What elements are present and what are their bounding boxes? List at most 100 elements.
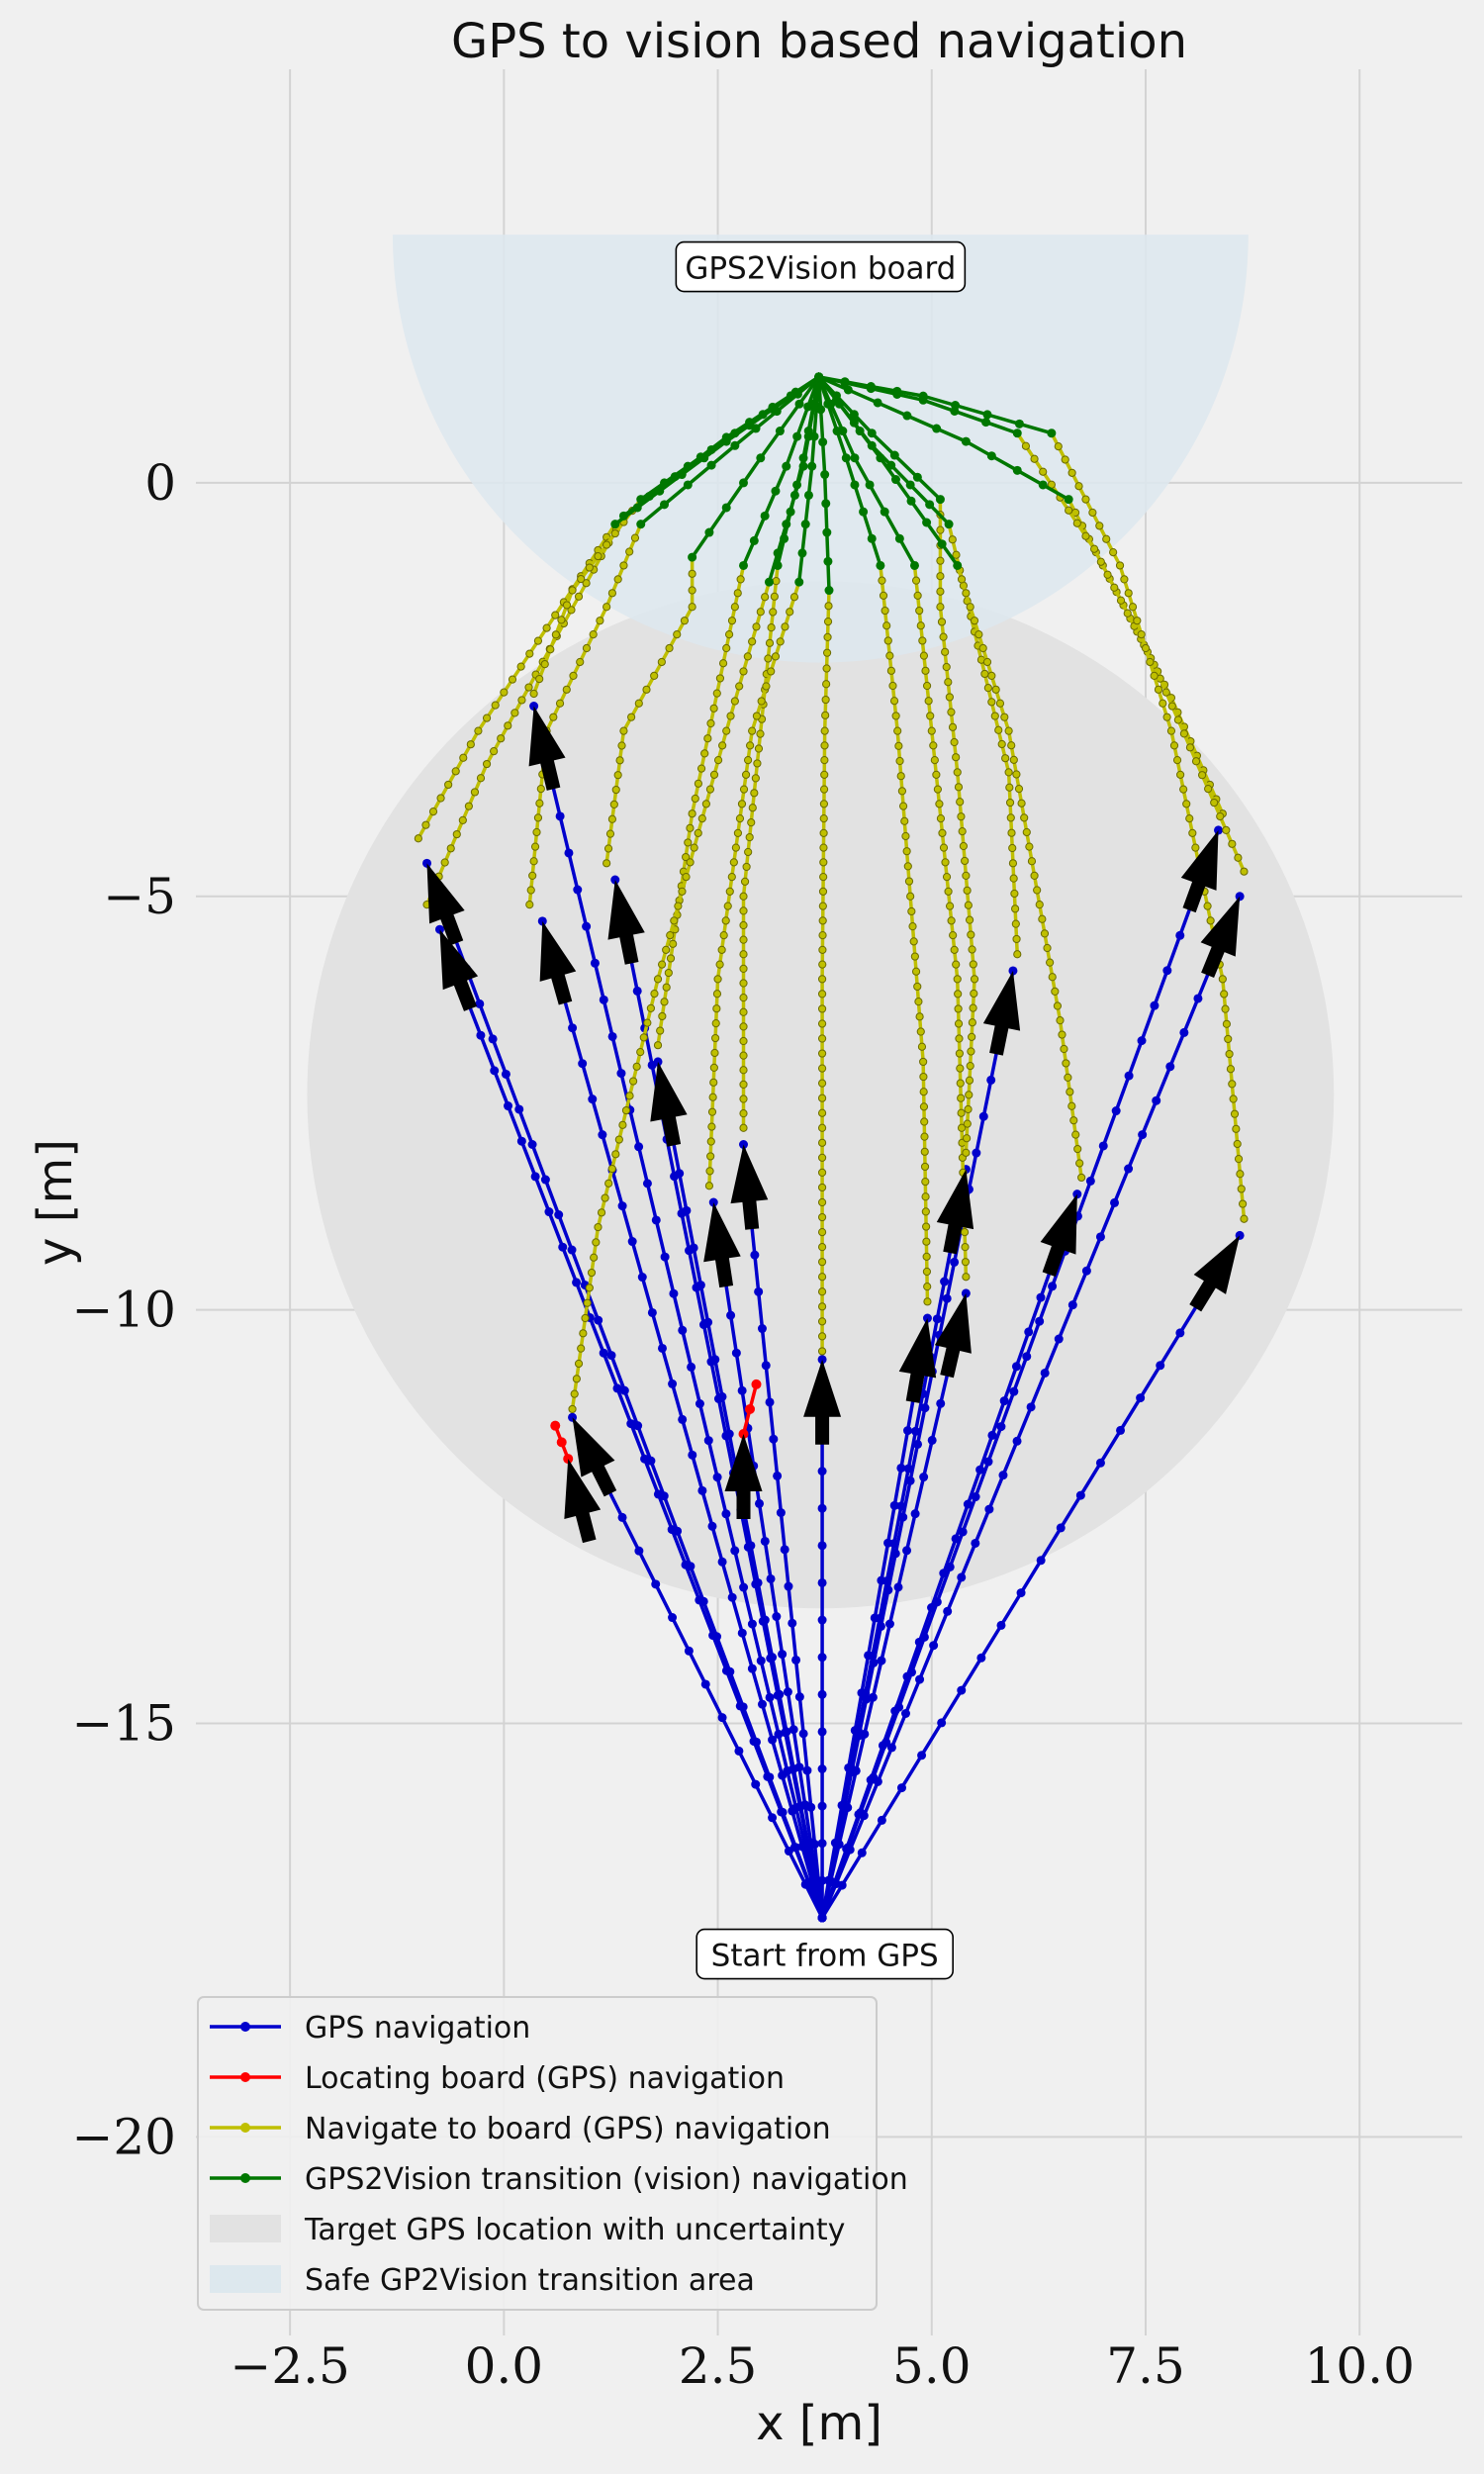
- vision-point: [909, 560, 919, 570]
- navigate-point: [821, 711, 830, 719]
- navigate-point: [743, 756, 753, 765]
- vision-point: [758, 410, 768, 420]
- navigate-point: [954, 1004, 963, 1013]
- navigate-point: [474, 726, 483, 735]
- vision-point: [859, 507, 869, 517]
- legend-swatch: [210, 2215, 281, 2242]
- navigate-point: [767, 623, 776, 632]
- navigate-point: [1006, 813, 1015, 822]
- navigate-point: [817, 1347, 827, 1356]
- gps-point: [632, 986, 642, 996]
- gps-point: [972, 1148, 981, 1158]
- navigate-point: [966, 1061, 974, 1071]
- annotation-box: [675, 240, 967, 293]
- navigate-point: [883, 636, 892, 645]
- x-tick-label: 10.0: [1305, 2337, 1415, 2395]
- navigate-point: [525, 649, 534, 658]
- navigate-point: [923, 1297, 932, 1306]
- navigate-point: [920, 1147, 929, 1156]
- gps-point: [1165, 1062, 1175, 1072]
- navigate-point: [817, 1138, 827, 1147]
- navigate-point: [739, 994, 748, 1002]
- navigate-point: [891, 712, 900, 720]
- gps-point: [778, 1650, 788, 1660]
- navigate-point: [1073, 1144, 1082, 1154]
- navigate-point: [1230, 1109, 1240, 1118]
- navigate-point: [1179, 785, 1188, 794]
- vision-point: [773, 560, 783, 570]
- vision-point: [944, 520, 954, 529]
- navigate-point: [818, 930, 827, 940]
- navigate-point: [954, 1019, 964, 1028]
- navigate-point: [670, 916, 679, 925]
- navigate-point: [888, 681, 897, 691]
- navigate-point: [898, 802, 908, 810]
- navigate-point: [933, 785, 942, 794]
- gps-path: [531, 706, 824, 1919]
- gps-point: [678, 1325, 688, 1335]
- gps-point: [757, 1699, 767, 1709]
- navigate-point: [926, 712, 935, 720]
- navigate-point: [879, 591, 888, 600]
- gps-point: [1040, 1368, 1050, 1378]
- gps-point: [594, 1315, 603, 1325]
- navigate-point: [517, 696, 526, 705]
- navigate-point: [957, 1094, 966, 1102]
- navigate-point: [1077, 1173, 1086, 1183]
- gps-point: [800, 1800, 810, 1810]
- navigate-point: [817, 1317, 827, 1326]
- navigate-point: [994, 725, 1003, 734]
- navigate-point: [817, 1153, 827, 1162]
- navigate-point: [937, 618, 947, 626]
- navigate-point: [572, 1375, 581, 1383]
- heading-arrow: [539, 920, 577, 1005]
- navigate-point: [963, 886, 972, 895]
- navigate-point: [1221, 1004, 1230, 1013]
- gps-point: [794, 1762, 804, 1772]
- vision-point: [683, 461, 693, 471]
- heading-arrow: [439, 929, 479, 1011]
- navigate-point: [751, 774, 760, 783]
- gps-point: [1179, 1027, 1189, 1037]
- navigate-point: [908, 922, 917, 931]
- gps-point: [633, 1421, 643, 1431]
- y-tick-label: 0: [144, 454, 176, 512]
- navigate-point: [643, 1018, 652, 1027]
- navigate-point: [1197, 771, 1207, 780]
- vision-point: [786, 507, 795, 517]
- navigate-point: [1004, 768, 1013, 777]
- navigate-point: [706, 1152, 715, 1161]
- vision-point: [636, 495, 646, 505]
- gps-point: [873, 1776, 882, 1786]
- navigate-point: [568, 1404, 577, 1414]
- navigate-point: [611, 1150, 620, 1159]
- gps-point: [747, 1664, 757, 1673]
- navigate-point: [533, 636, 543, 645]
- gps-point: [788, 1806, 797, 1816]
- navigate-point: [906, 892, 915, 901]
- navigate-point: [596, 617, 604, 625]
- gps-point: [634, 1546, 644, 1556]
- navigate-point: [524, 683, 533, 692]
- navigate-point: [1185, 743, 1195, 752]
- gps-point: [1095, 1232, 1105, 1242]
- navigate-point: [922, 1222, 931, 1231]
- gps-point: [737, 1628, 747, 1638]
- vision-point: [797, 548, 807, 558]
- gps-point: [731, 1348, 741, 1358]
- navigate-point: [818, 945, 827, 954]
- vision-point: [838, 427, 848, 436]
- navigate-point: [956, 1079, 965, 1088]
- legend-marker: [240, 2123, 250, 2133]
- navigate-point: [1173, 715, 1182, 724]
- vision-point: [792, 389, 802, 399]
- navigate-point: [1179, 729, 1189, 738]
- gps-point: [695, 1398, 704, 1408]
- navigate-point: [715, 674, 725, 683]
- vision-point: [821, 499, 831, 509]
- navigate-point: [818, 916, 827, 925]
- navigate-point: [820, 756, 829, 765]
- navigate-point: [947, 916, 956, 925]
- gps-point: [687, 1362, 696, 1372]
- navigate-point: [614, 1135, 623, 1144]
